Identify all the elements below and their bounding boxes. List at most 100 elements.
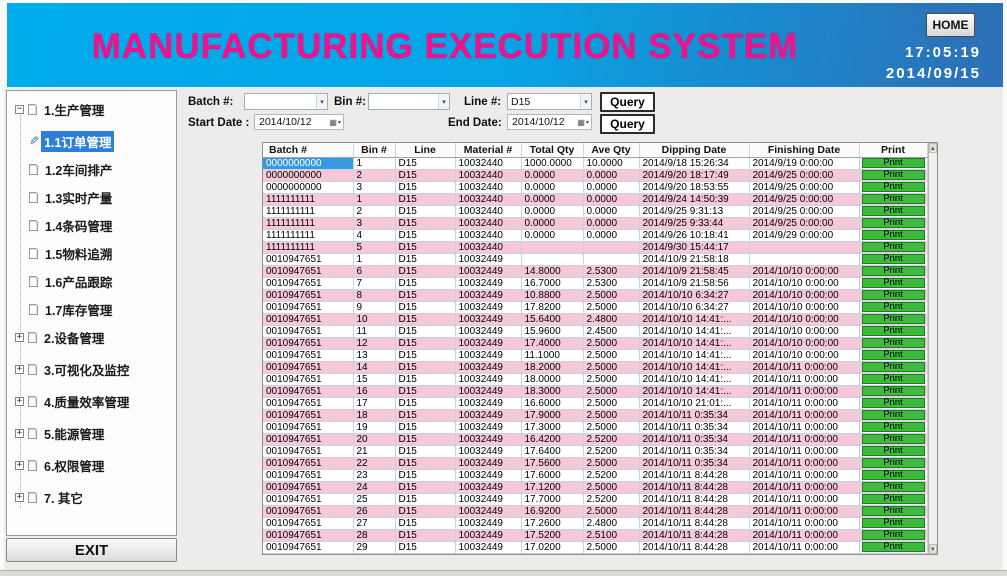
vertical-scrollbar[interactable]: ▲ ▼ xyxy=(927,143,937,554)
cell-total_qty[interactable]: 17.1200 xyxy=(521,481,584,494)
cell-material[interactable]: 10032449 xyxy=(455,325,522,338)
cell-total_qty[interactable]: 1000.0000 xyxy=(521,157,584,170)
cell-material[interactable]: 10032449 xyxy=(455,541,522,554)
cell-batch[interactable]: 0010947651 xyxy=(263,265,354,278)
cell-bin[interactable]: 1 xyxy=(353,253,396,266)
cell-line[interactable]: D15 xyxy=(395,505,456,518)
cell-bin[interactable]: 7 xyxy=(353,277,396,290)
print-button[interactable]: Print xyxy=(861,217,925,228)
cell-line[interactable]: D15 xyxy=(395,181,456,194)
cell-material[interactable]: 10032449 xyxy=(455,265,522,278)
cell-batch[interactable]: 1111111111 xyxy=(263,193,354,206)
cell-total_qty[interactable]: 17.2600 xyxy=(521,517,584,530)
cell-line[interactable]: D15 xyxy=(395,301,456,314)
cell-total_qty[interactable] xyxy=(521,253,584,266)
cell-material[interactable]: 10032449 xyxy=(455,337,522,350)
sidebar-item[interactable]: 1.2车间排产 xyxy=(29,160,172,178)
cell-finishing_date[interactable]: 2014/10/11 0:00:00 xyxy=(749,433,860,446)
cell-dipping_date[interactable]: 2014/10/11 8:44:28 xyxy=(639,493,750,506)
cell-dipping_date[interactable]: 2014/10/10 14:41:... xyxy=(639,385,750,398)
print-button[interactable]: Print xyxy=(861,505,925,516)
exit-button[interactable]: EXIT xyxy=(6,538,177,562)
print-button[interactable]: Print xyxy=(861,229,925,240)
cell-bin[interactable]: 23 xyxy=(353,469,396,482)
cell-line[interactable]: D15 xyxy=(395,481,456,494)
cell-bin[interactable]: 3 xyxy=(353,217,396,230)
column-header[interactable]: Total Qty xyxy=(521,143,584,158)
print-button[interactable]: Print xyxy=(861,481,925,492)
chevron-down-icon[interactable]: ▾ xyxy=(438,94,449,109)
cell-bin[interactable]: 12 xyxy=(353,337,396,350)
sidebar-item[interactable]: +4.质量效率管理 xyxy=(15,392,172,410)
cell-ave_qty[interactable]: 0.0000 xyxy=(583,181,640,194)
cell-finishing_date[interactable]: 2014/10/10 0:00:00 xyxy=(749,313,860,326)
cell-dipping_date[interactable]: 2014/10/10 14:41:... xyxy=(639,373,750,386)
cell-batch[interactable]: 1111111111 xyxy=(263,241,354,254)
cell-bin[interactable]: 3 xyxy=(353,181,396,194)
cell-total_qty[interactable]: 15.9600 xyxy=(521,325,584,338)
cell-dipping_date[interactable]: 2014/10/10 14:41:... xyxy=(639,337,750,350)
print-button[interactable]: Print xyxy=(861,349,925,360)
cell-material[interactable]: 10032449 xyxy=(455,349,522,362)
cell-material[interactable]: 10032449 xyxy=(455,505,522,518)
chevron-down-icon[interactable]: ▾ xyxy=(337,119,341,126)
cell-material[interactable]: 10032449 xyxy=(455,361,522,374)
cell-batch[interactable]: 0000000000 xyxy=(263,157,354,170)
cell-batch[interactable]: 0010947651 xyxy=(263,493,354,506)
cell-material[interactable]: 10032449 xyxy=(455,373,522,386)
cell-bin[interactable]: 25 xyxy=(353,493,396,506)
print-button[interactable]: Print xyxy=(861,385,925,396)
cell-material[interactable]: 10032449 xyxy=(455,469,522,482)
expand-icon[interactable]: + xyxy=(15,459,24,470)
cell-line[interactable]: D15 xyxy=(395,157,456,170)
print-button[interactable]: Print xyxy=(861,529,925,540)
cell-dipping_date[interactable]: 2014/9/26 10:18:41 xyxy=(639,229,750,242)
cell-batch[interactable]: 1111111111 xyxy=(263,229,354,242)
cell-line[interactable]: D15 xyxy=(395,433,456,446)
print-button[interactable]: Print xyxy=(861,169,925,180)
cell-total_qty[interactable]: 0.0000 xyxy=(521,205,584,218)
cell-finishing_date[interactable]: 2014/9/25 0:00:00 xyxy=(749,169,860,182)
cell-dipping_date[interactable]: 2014/10/11 8:44:28 xyxy=(639,517,750,530)
cell-finishing_date[interactable]: 2014/10/11 0:00:00 xyxy=(749,541,860,554)
cell-ave_qty[interactable]: 2.5000 xyxy=(583,289,640,302)
chevron-down-icon[interactable]: ▾ xyxy=(316,94,327,109)
cell-ave_qty[interactable]: 10.0000 xyxy=(583,157,640,170)
cell-ave_qty[interactable]: 2.5200 xyxy=(583,433,640,446)
cell-line[interactable]: D15 xyxy=(395,457,456,470)
cell-batch[interactable]: 0010947651 xyxy=(263,253,354,266)
cell-finishing_date[interactable]: 2014/10/10 0:00:00 xyxy=(749,289,860,302)
cell-material[interactable]: 10032440 xyxy=(455,181,522,194)
cell-line[interactable]: D15 xyxy=(395,373,456,386)
print-button[interactable]: Print xyxy=(861,277,925,288)
cell-line[interactable]: D15 xyxy=(395,541,456,554)
column-header[interactable]: Dipping Date xyxy=(639,143,750,158)
cell-bin[interactable]: 19 xyxy=(353,421,396,434)
cell-finishing_date[interactable] xyxy=(749,253,860,266)
cell-ave_qty[interactable]: 2.4800 xyxy=(583,313,640,326)
chevron-down-icon[interactable]: ▾ xyxy=(585,119,589,126)
cell-batch[interactable]: 0010947651 xyxy=(263,529,354,542)
cell-total_qty[interactable]: 17.4000 xyxy=(521,337,584,350)
cell-finishing_date[interactable] xyxy=(749,241,860,254)
cell-ave_qty[interactable]: 0.0000 xyxy=(583,169,640,182)
cell-material[interactable]: 10032440 xyxy=(455,229,522,242)
cell-finishing_date[interactable]: 2014/10/11 0:00:00 xyxy=(749,481,860,494)
cell-ave_qty[interactable]: 2.5000 xyxy=(583,409,640,422)
cell-line[interactable]: D15 xyxy=(395,193,456,206)
cell-total_qty[interactable]: 0.0000 xyxy=(521,217,584,230)
cell-bin[interactable]: 24 xyxy=(353,481,396,494)
print-button[interactable]: Print xyxy=(861,493,925,504)
cell-batch[interactable]: 0010947651 xyxy=(263,541,354,554)
cell-line[interactable]: D15 xyxy=(395,289,456,302)
print-button[interactable]: Print xyxy=(861,157,925,168)
cell-bin[interactable]: 10 xyxy=(353,313,396,326)
column-header[interactable]: Finishing Date xyxy=(749,143,860,158)
cell-material[interactable]: 10032449 xyxy=(455,433,522,446)
query-button[interactable]: Query xyxy=(600,92,655,112)
cell-material[interactable]: 10032440 xyxy=(455,241,522,254)
cell-dipping_date[interactable]: 2014/10/10 14:41:... xyxy=(639,361,750,374)
cell-bin[interactable]: 5 xyxy=(353,241,396,254)
cell-ave_qty[interactable]: 2.5300 xyxy=(583,277,640,290)
cell-dipping_date[interactable]: 2014/9/25 9:33:44 xyxy=(639,217,750,230)
